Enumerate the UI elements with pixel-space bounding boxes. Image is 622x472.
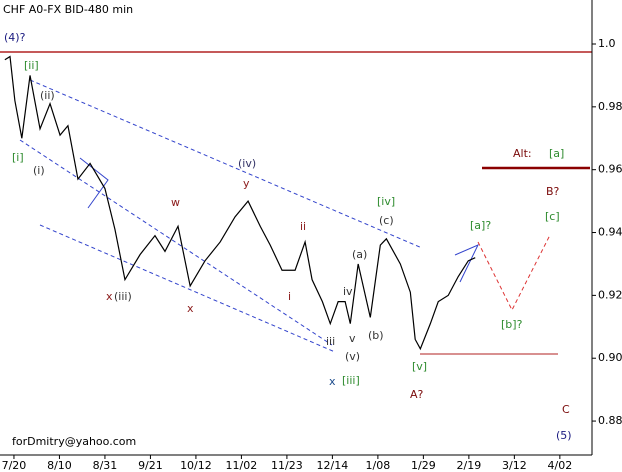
wave-label: i — [288, 290, 291, 303]
x-tick-label: 8/10 — [47, 459, 72, 472]
x-tick-label: 1/08 — [366, 459, 391, 472]
wave-label: [v] — [412, 360, 427, 373]
x-tick-label: 3/12 — [502, 459, 527, 472]
wave-label: [ii] — [24, 59, 39, 72]
channel-line — [29, 79, 423, 249]
wave-label: [iii] — [342, 374, 360, 387]
wave-label: (4)? — [4, 31, 26, 44]
x-tick-label: 11/23 — [271, 459, 303, 472]
y-tick-label: 0.90 — [598, 351, 622, 364]
wave-label: iv — [343, 285, 353, 298]
chart-title: CHF A0-FX BID-480 min — [3, 3, 133, 16]
wave-label: A? — [410, 388, 424, 401]
wave-label: forDmitry@yahoo.com — [12, 435, 136, 448]
x-tick-label: 1/29 — [411, 459, 436, 472]
wave-label: x — [106, 290, 113, 303]
wave-label: (ii) — [40, 89, 55, 102]
wedge-line — [454, 244, 480, 283]
wave-label: [c] — [545, 210, 560, 223]
x-tick-label: 2/19 — [457, 459, 482, 472]
wave-label: (a) — [352, 248, 367, 261]
wave-label: [i] — [12, 151, 24, 164]
wave-label: x — [329, 375, 336, 388]
x-tick-label: 9/21 — [138, 459, 163, 472]
x-tick-label: 8/31 — [93, 459, 118, 472]
channel-line — [39, 224, 336, 353]
wave-label: (i) — [33, 164, 45, 177]
x-tick-label: 7/20 — [2, 459, 27, 472]
wave-label: B? — [546, 185, 560, 198]
channel — [19, 79, 423, 353]
wave-label: ii — [300, 220, 306, 233]
wave-label: w — [171, 196, 180, 209]
wave-label: y — [243, 177, 250, 190]
y-tick-label: 0.94 — [598, 226, 622, 239]
wave-label: (iii) — [114, 290, 132, 303]
wave-label: [iv] — [377, 195, 395, 208]
wave-label: iii — [326, 335, 335, 348]
wave-label: [b]? — [501, 318, 523, 331]
price-line — [4, 55, 476, 351]
wave-label: x — [187, 302, 194, 315]
wave-label: (c) — [379, 214, 394, 227]
wave-label: (v) — [345, 350, 360, 363]
wave-label: [a] — [549, 147, 564, 160]
wave-label: C — [562, 403, 570, 416]
wave-label: Alt: — [513, 147, 532, 160]
y-tick-label: 0.96 — [598, 163, 622, 176]
wave-label: (iv) — [238, 157, 256, 170]
y-tick-label: 0.98 — [598, 100, 622, 113]
y-tick-label: 0.92 — [598, 288, 622, 301]
x-tick-label: 12/14 — [317, 459, 349, 472]
wave-label: (5) — [556, 429, 572, 442]
x-tick-label: 11/02 — [226, 459, 258, 472]
channel-line — [19, 139, 333, 346]
y-tick-label: 0.88 — [598, 414, 622, 427]
y-tick-label: 1.0 — [598, 37, 616, 50]
wave-label: [a]? — [470, 219, 491, 232]
wave-label: (b) — [368, 329, 384, 342]
x-tick-label: 4/02 — [548, 459, 573, 472]
wave-label: v — [349, 332, 356, 345]
x-tick-label: 10/12 — [180, 459, 212, 472]
